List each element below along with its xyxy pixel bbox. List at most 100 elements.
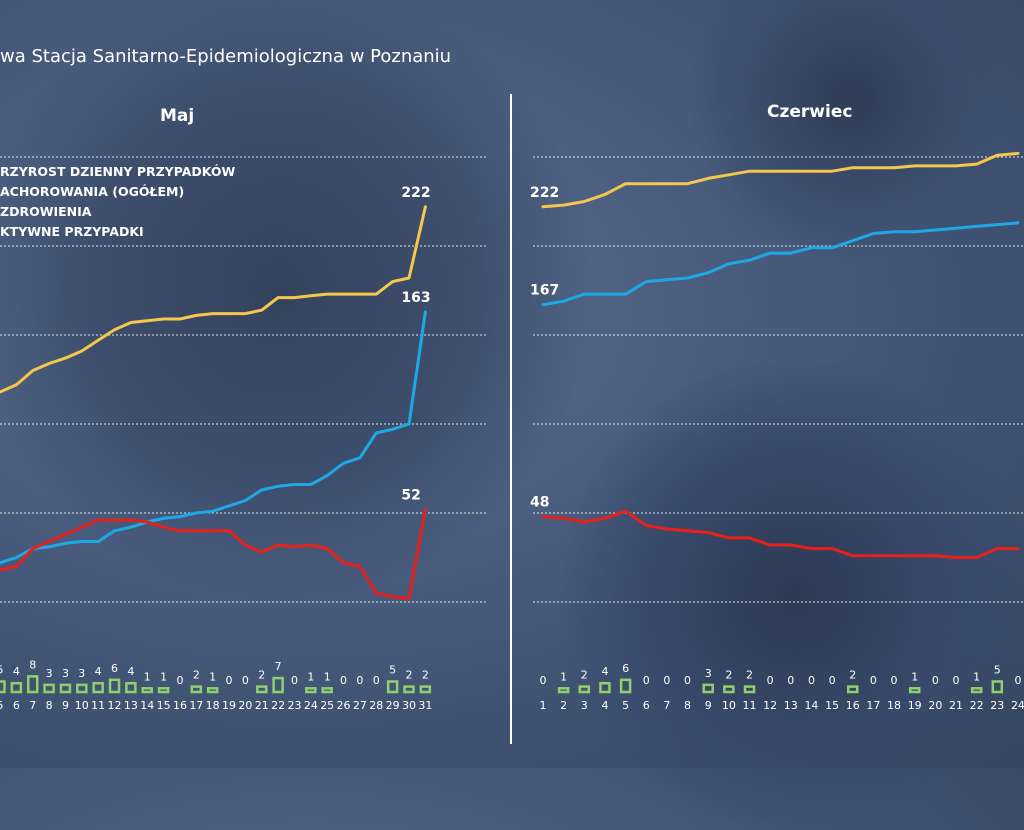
legend: RZYROST DZIENNY PRZYPADKÓW ACHOROWANIA (… [0, 162, 235, 242]
day-tick-0-0: 5 [0, 699, 4, 712]
daily-value-1-0: 0 [540, 674, 547, 687]
legend-total-cases: ACHOROWANIA (OGÓŁEM) [0, 184, 185, 199]
legend-recoveries: ZDROWIENIA [0, 204, 92, 219]
daily-bar-1-8 [702, 683, 714, 694]
daily-bar-0-12 [190, 685, 203, 694]
daily-bar-0-16 [256, 685, 268, 694]
daily-value-1-11: 0 [767, 674, 774, 687]
day-tick-1-16: 17 [866, 699, 880, 712]
day-tick-0-3: 8 [46, 699, 53, 712]
day-tick-0-25: 30 [402, 699, 416, 712]
daily-value-0-1: 4 [13, 665, 20, 678]
day-tick-0-13: 18 [206, 699, 220, 712]
day-tick-0-14: 19 [222, 699, 236, 712]
day-tick-1-12: 13 [784, 699, 798, 712]
daily-value-0-12: 2 [193, 669, 200, 682]
daily-bar-0-9 [141, 687, 153, 694]
daily-value-0-5: 3 [78, 667, 85, 680]
daily-value-0-15: 0 [242, 674, 249, 687]
daily-value-1-7: 0 [684, 674, 691, 687]
day-tick-0-21: 26 [337, 699, 351, 712]
daily-bar-1-15 [847, 685, 859, 694]
daily-value-0-11: 0 [176, 674, 183, 687]
daily-bar-0-2 [26, 675, 39, 694]
day-tick-0-23: 28 [369, 699, 383, 712]
daily-value-0-14: 0 [226, 674, 233, 687]
daily-value-0-6: 4 [95, 665, 102, 678]
daily-value-1-6: 0 [663, 674, 670, 687]
day-tick-0-16: 21 [255, 699, 269, 712]
day-tick-1-18: 19 [908, 699, 922, 712]
day-tick-0-19: 24 [304, 699, 318, 712]
daily-value-1-13: 0 [808, 674, 815, 687]
series-line-recovered-0 [0, 310, 427, 565]
daily-bar-1-3 [599, 681, 611, 694]
day-tick-0-9: 14 [140, 699, 154, 712]
daily-value-1-18: 1 [911, 670, 918, 683]
daily-bar-0-17 [272, 676, 284, 694]
value-label-active-0: 52 [401, 487, 420, 503]
day-tick-1-17: 18 [887, 699, 901, 712]
day-tick-0-26: 31 [418, 699, 432, 712]
daily-value-0-9: 1 [144, 670, 151, 683]
daily-bar-0-5 [76, 683, 88, 694]
daily-value-0-22: 0 [356, 674, 363, 687]
panel-divider [510, 94, 512, 744]
daily-value-0-23: 0 [373, 674, 380, 687]
daily-value-1-16: 0 [870, 674, 877, 687]
day-tick-1-7: 8 [684, 699, 691, 712]
daily-value-0-18: 0 [291, 674, 298, 687]
daily-value-1-5: 0 [643, 674, 650, 687]
daily-value-1-23: 0 [1014, 674, 1021, 687]
day-tick-0-18: 23 [287, 699, 301, 712]
daily-value-0-0: 5 [0, 664, 4, 677]
day-tick-0-8: 13 [124, 699, 138, 712]
daily-value-1-22: 5 [994, 664, 1001, 677]
daily-bar-1-22 [991, 680, 1004, 694]
daily-value-0-16: 2 [258, 669, 265, 682]
daily-bar-0-13 [206, 687, 219, 694]
daily-value-0-4: 3 [62, 667, 69, 680]
daily-value-1-14: 0 [829, 674, 836, 687]
daily-bar-0-4 [59, 683, 72, 694]
daily-bar-0-6 [92, 681, 104, 694]
day-tick-0-20: 25 [320, 699, 334, 712]
daily-bar-1-10 [743, 685, 756, 694]
legend-daily-increase: RZYROST DZIENNY PRZYPADKÓW [0, 164, 236, 179]
day-tick-0-24: 29 [386, 699, 400, 712]
day-tick-1-6: 7 [663, 699, 670, 712]
day-tick-1-2: 3 [581, 699, 588, 712]
day-tick-1-22: 23 [990, 699, 1004, 712]
daily-value-0-17: 7 [275, 660, 282, 673]
daily-value-1-15: 2 [849, 669, 856, 682]
panel-title-june: Czerwiec [767, 102, 853, 122]
daily-value-1-21: 1 [973, 670, 980, 683]
daily-bar-1-1 [557, 687, 570, 694]
daily-bar-0-8 [125, 681, 137, 694]
daily-value-1-2: 2 [581, 669, 588, 682]
daily-bar-0-25 [403, 685, 415, 694]
series-line-recovered-1 [541, 221, 1020, 307]
daily-value-1-10: 2 [746, 669, 753, 682]
daily-bar-1-4 [619, 678, 632, 694]
day-tick-0-17: 22 [271, 699, 285, 712]
daily-bar-0-0 [0, 680, 6, 694]
daily-bar-1-9 [723, 685, 735, 694]
day-tick-0-11: 16 [173, 699, 187, 712]
daily-value-0-26: 2 [422, 669, 429, 682]
daily-value-1-8: 3 [705, 667, 712, 680]
daily-value-1-4: 6 [622, 662, 629, 675]
daily-value-1-9: 2 [725, 669, 732, 682]
covid-chart: 2221635255468738393104116124131141150162… [0, 151, 1021, 712]
day-tick-0-4: 9 [62, 699, 69, 712]
day-tick-0-5: 10 [75, 699, 89, 712]
panel-title-may: Maj [160, 106, 195, 126]
daily-bar-0-26 [419, 685, 432, 694]
day-tick-1-4: 5 [622, 699, 629, 712]
series-line-active-0 [0, 507, 427, 600]
day-tick-0-2: 7 [29, 699, 36, 712]
daily-value-0-10: 1 [160, 670, 167, 683]
day-tick-0-15: 20 [238, 699, 252, 712]
day-tick-1-11: 12 [763, 699, 777, 712]
daily-value-0-3: 3 [46, 667, 53, 680]
